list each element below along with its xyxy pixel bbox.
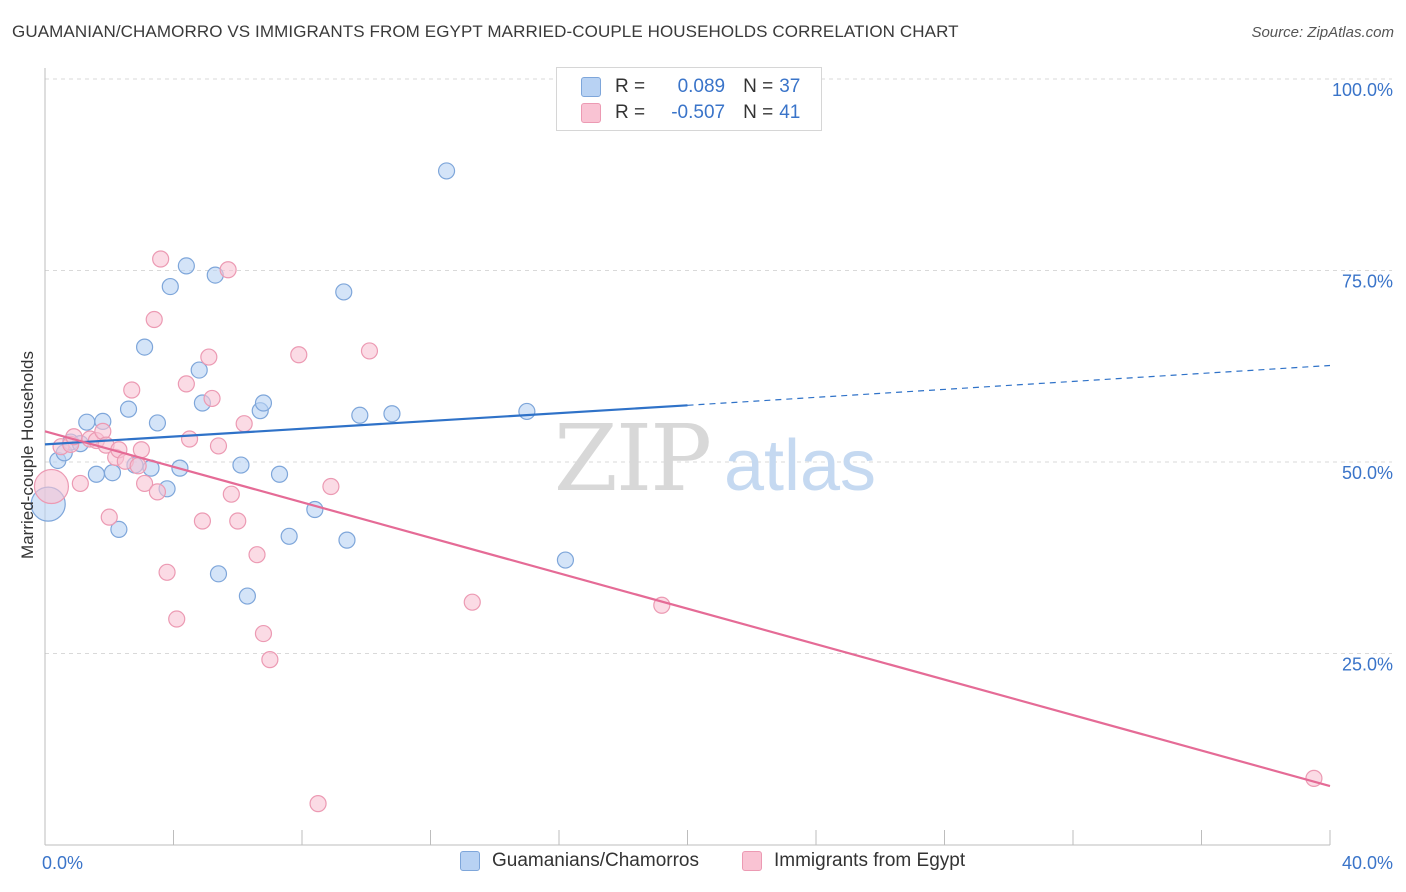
- legend-r-value: -0.507: [671, 102, 726, 123]
- legend-r-label: R =: [615, 76, 646, 97]
- egypt-point: [100, 508, 118, 526]
- y-tick-label: 25.0%: [1342, 655, 1393, 675]
- egypt-point: [322, 477, 340, 496]
- legend-r-label: R =: [615, 102, 646, 123]
- egypt-point: [145, 310, 163, 329]
- y-tick-label: 100.0%: [1332, 80, 1393, 100]
- correlation-legend: R = 0.089 N = 37 R = -0.507 N = 41: [556, 67, 822, 131]
- egypt-point: [168, 610, 186, 628]
- series-legend-egypt: Immigrants from Egypt: [742, 850, 965, 872]
- egypt-point: [180, 430, 199, 448]
- y-tick-label: 50.0%: [1342, 463, 1393, 483]
- egypt-point: [254, 624, 273, 643]
- trend-lines: [44, 364, 1331, 788]
- legend-swatch-blue: [581, 77, 601, 97]
- egypt-point: [71, 474, 89, 493]
- legend-row-guamanian: R = 0.089 N = 37: [581, 75, 800, 99]
- egypt-point: [193, 512, 212, 530]
- data-points: [30, 162, 1323, 813]
- guamanian-point: [338, 531, 356, 549]
- egypt-point: [129, 457, 147, 475]
- guamanian-point: [238, 587, 256, 605]
- guamanian-point: [135, 338, 154, 356]
- egypt-point: [135, 474, 154, 493]
- egypt-point: [248, 546, 266, 564]
- legend-n-value: 37: [779, 76, 801, 97]
- egypt-point: [261, 651, 279, 669]
- guamanian-point: [119, 400, 138, 418]
- series-legend-label: Immigrants from Egypt: [774, 850, 966, 871]
- guamanian-point: [437, 162, 456, 180]
- egypt-point: [152, 250, 170, 268]
- guamanian-point: [148, 414, 167, 432]
- guamanian-point: [335, 283, 353, 301]
- x-tick-label: 40.0%: [1342, 853, 1393, 873]
- egypt-point: [209, 437, 228, 455]
- guamanian-point: [190, 361, 208, 379]
- x-tick-label: 0.0%: [42, 853, 83, 873]
- watermark-atlas: atlas: [724, 426, 876, 506]
- egypt-point: [463, 593, 481, 611]
- egypt-point: [219, 261, 237, 279]
- legend-row-egypt: R = -0.507 N = 41: [581, 101, 800, 125]
- guamanian-trend-extension: [687, 364, 1331, 406]
- guamanian-point: [232, 456, 250, 474]
- guamanian-point: [177, 257, 195, 275]
- egypt-point: [290, 346, 308, 364]
- source-label: Source: ZipAtlas.com: [1251, 24, 1394, 41]
- egypt-point: [235, 415, 253, 433]
- egypt-point: [203, 389, 221, 408]
- egypt-trend-line: [44, 430, 1331, 788]
- series-legend-label: Guamanians/Chamorros: [492, 850, 699, 871]
- egypt-point: [229, 512, 247, 530]
- guamanian-trend-line: [44, 404, 688, 446]
- legend-swatch-pink: [581, 103, 601, 123]
- chart-title: GUAMANIAN/CHAMORRO VS IMMIGRANTS FROM EG…: [12, 22, 959, 41]
- guamanian-point: [351, 406, 369, 424]
- watermark: ZIP atlas: [554, 405, 876, 512]
- legend-n-value: 41: [779, 102, 801, 123]
- guamanian-point: [518, 402, 536, 421]
- axes: [44, 68, 1331, 846]
- series-swatch-pink: [742, 851, 762, 871]
- guamanian-point: [254, 394, 273, 412]
- egypt-point: [177, 375, 195, 393]
- egypt-point: [123, 381, 141, 399]
- series-legend: Guamanians/Chamorros Immigrants from Egy…: [0, 850, 1406, 878]
- egypt-point: [158, 563, 176, 581]
- egypt-point: [200, 348, 218, 366]
- guamanian-point: [209, 565, 228, 583]
- series-swatch-blue: [460, 851, 480, 871]
- guamanian-point: [78, 413, 96, 431]
- guamanian-point: [280, 527, 298, 545]
- egypt-point: [222, 485, 240, 503]
- guamanian-point: [87, 465, 106, 483]
- guamanian-point: [270, 465, 289, 483]
- egypt-point: [309, 795, 327, 813]
- gridlines: [45, 78, 1392, 654]
- guamanian-point: [161, 277, 179, 296]
- tick-labels: 100.0% 75.0% 50.0% 25.0% 0.0% 40.0%: [42, 80, 1393, 873]
- legend-n-label: N =: [743, 102, 774, 123]
- watermark-zip: ZIP: [554, 405, 710, 512]
- egypt-point: [148, 483, 167, 501]
- y-axis-label: Married-couple Households: [18, 351, 37, 559]
- series-legend-guamanian: Guamanians/Chamorros: [460, 850, 699, 872]
- legend-r-value: 0.089: [677, 76, 726, 97]
- y-tick-label: 75.0%: [1342, 272, 1393, 292]
- guamanian-point: [103, 464, 122, 482]
- guamanian-point: [383, 405, 401, 423]
- guamanian-point: [110, 520, 128, 539]
- egypt-point: [33, 468, 70, 505]
- legend-n-label: N =: [743, 76, 774, 97]
- guamanian-point: [556, 551, 575, 569]
- egypt-point: [360, 342, 379, 360]
